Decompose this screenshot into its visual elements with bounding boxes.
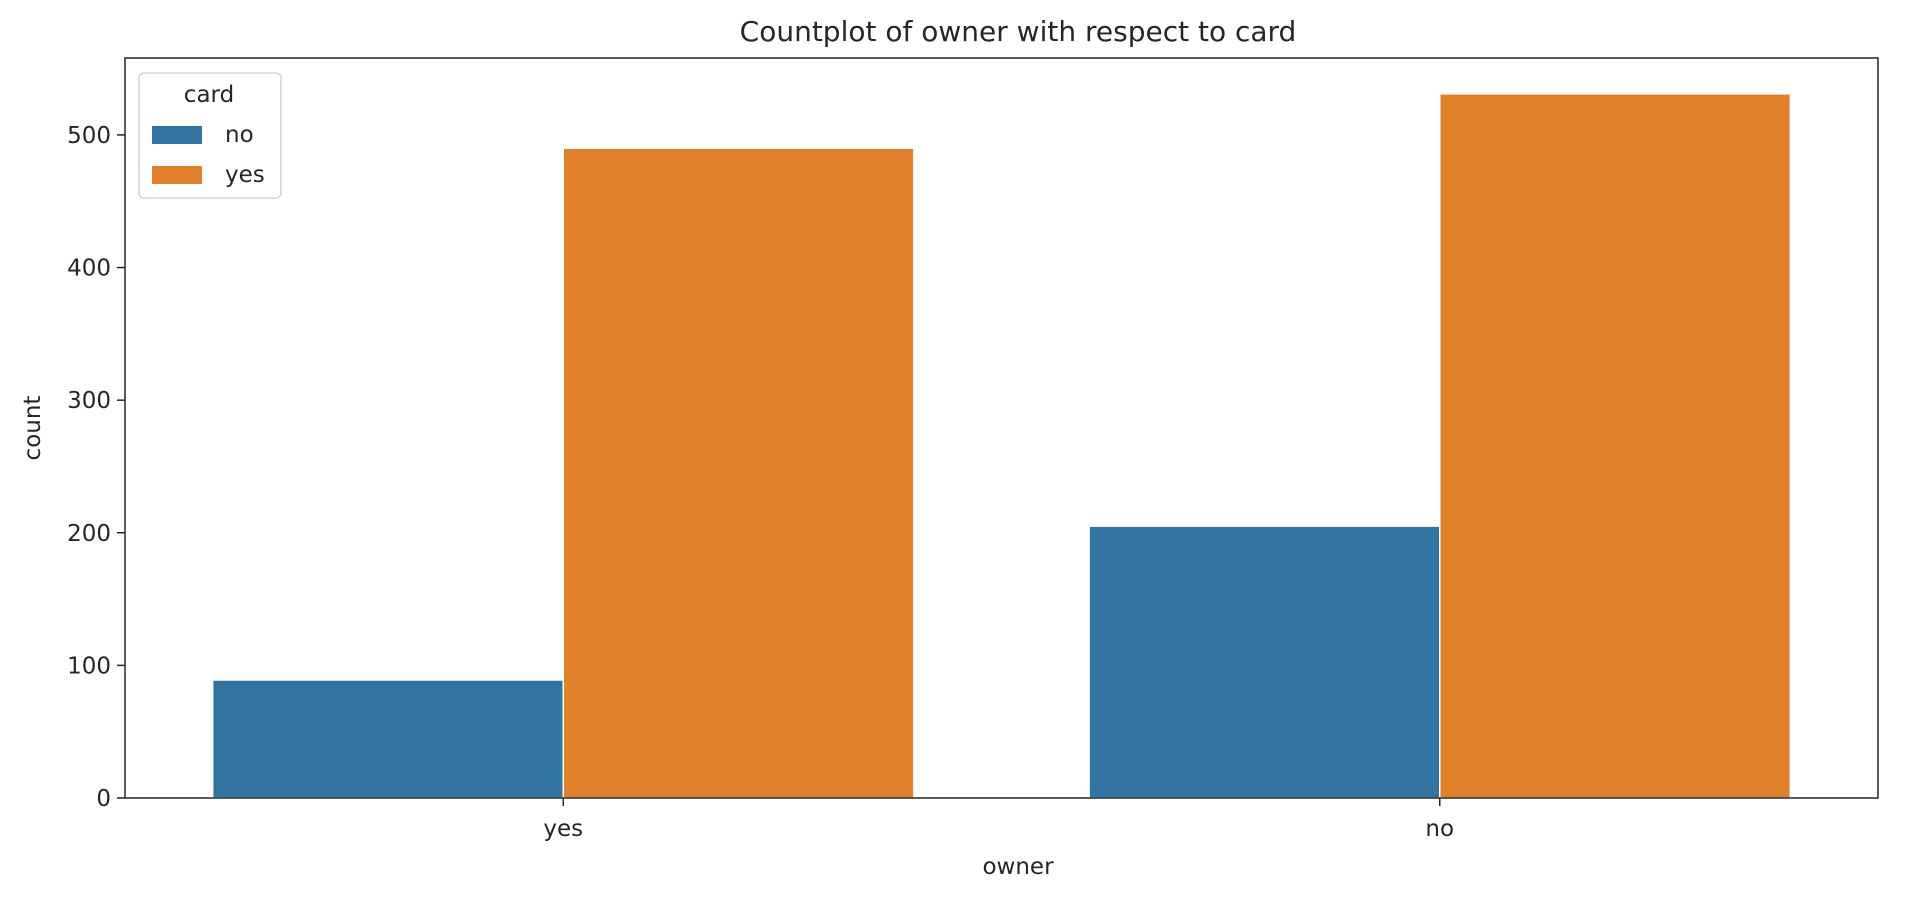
y-tick-label: 100 (67, 653, 111, 679)
chart-title: Countplot of owner with respect to card (740, 15, 1297, 48)
y-tick-label: 300 (67, 388, 111, 414)
bar-no-no (1088, 525, 1441, 799)
legend-swatch-no (152, 126, 202, 144)
legend: card no yes (138, 72, 282, 199)
y-axis-ticks: 0 100 200 300 400 500 (67, 123, 125, 812)
bar-yes-no (1439, 93, 1792, 799)
x-axis-ticks: yes no (543, 798, 1454, 842)
legend-label-yes: yes (225, 162, 265, 188)
y-tick-label: 500 (67, 123, 111, 149)
y-tick-label: 200 (67, 521, 111, 547)
legend-swatch-yes (152, 166, 202, 184)
y-tick-label: 400 (67, 256, 111, 282)
legend-label-no: no (225, 122, 254, 148)
bar-yes-yes (562, 147, 915, 799)
plot-frame (124, 57, 1879, 799)
legend-entries: no yes (152, 122, 265, 188)
x-tick-label: no (1425, 816, 1454, 842)
x-axis-label: owner (982, 854, 1054, 880)
y-axis-label: count (20, 396, 46, 461)
y-tick-label: 0 (96, 786, 111, 812)
legend-title: card (184, 82, 234, 108)
x-tick-label: yes (543, 816, 583, 842)
bar-no-yes (211, 679, 564, 799)
bars-layer (211, 93, 1792, 799)
